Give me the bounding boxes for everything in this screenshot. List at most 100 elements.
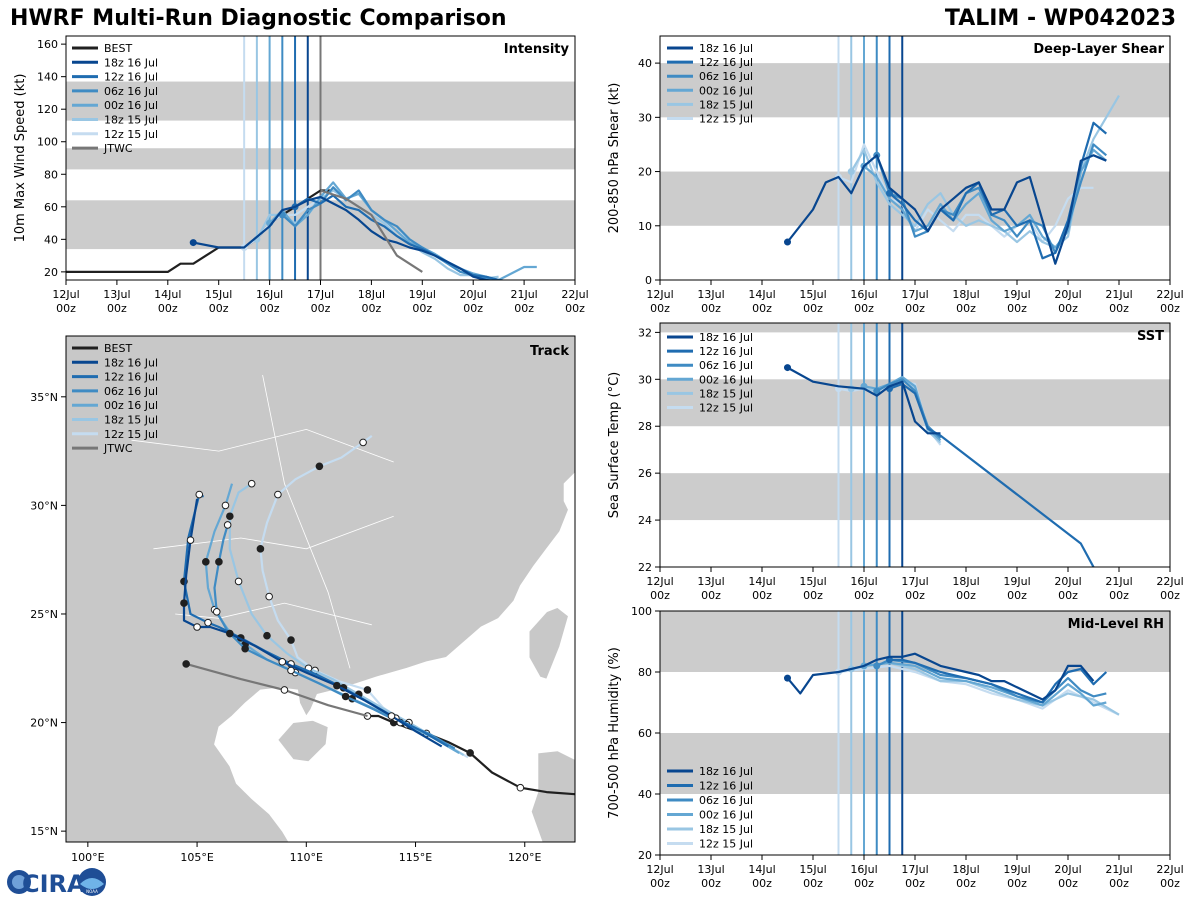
track-position-marker [265, 592, 273, 601]
y-axis-label: Sea Surface Temp (°C) [607, 372, 622, 519]
x-tick-label: 00z [1109, 302, 1129, 315]
legend-label: JTWC [103, 142, 133, 155]
x-tick-label: 17Jul [901, 575, 928, 588]
x-tick-label: 00z [803, 302, 823, 315]
noaa-seal-text: NOAA [86, 889, 98, 894]
legend-label: 18z 15 Jul [104, 414, 158, 427]
x-tick-label: 00z [854, 302, 874, 315]
series-line-18z-16-jul [786, 366, 941, 435]
lat-tick-label: 30°N [30, 499, 58, 512]
cira-logo: CIRA NOAA [4, 866, 108, 898]
x-tick-label: 16Jul [850, 863, 877, 876]
legend-label: 12z 15 Jul [104, 128, 158, 141]
x-tick-label: 22Jul [1156, 288, 1183, 301]
x-tick-label: 00z [1109, 877, 1129, 890]
x-tick-label: 20Jul [1054, 288, 1081, 301]
x-tick-label: 00z [803, 589, 823, 602]
legend-label: 18z 16 Jul [104, 56, 158, 69]
sst-plot-area [660, 323, 1170, 567]
series-line-12z-15-jul [838, 664, 1120, 716]
y-tick-label: 80 [638, 666, 652, 679]
panel-title: SST [1137, 329, 1164, 344]
panel-title: Deep-Layer Shear [1033, 42, 1164, 57]
x-tick-label: 00z [905, 302, 925, 315]
x-tick-label: 19Jul [1003, 575, 1030, 588]
track-position-marker [247, 479, 256, 488]
x-tick-label: 20Jul [460, 288, 487, 301]
legend-label: 18z 15 Jul [699, 387, 753, 400]
y-tick-label: 40 [638, 788, 652, 801]
x-tick-label: 00z [514, 302, 534, 315]
track-line-12z-15-jul [259, 435, 469, 759]
x-tick-label: 00z [701, 302, 721, 315]
land-luzon [530, 750, 575, 842]
track-position-marker [226, 512, 234, 521]
series-line-12z-15-jul [838, 143, 1094, 244]
series-line-18z-16-jul [193, 195, 495, 280]
track-position-marker [241, 644, 249, 653]
x-tick-label: 00z [854, 877, 874, 890]
x-tick-label: 00z [650, 589, 670, 602]
legend-label: 18z 15 Jul [699, 98, 753, 111]
track-map-area [66, 336, 575, 842]
x-tick-label: 00z [650, 877, 670, 890]
x-tick-label: 17Jul [901, 863, 928, 876]
legend-label: 06z 16 Jul [699, 359, 753, 372]
x-tick-label: 00z [56, 302, 76, 315]
track-position-marker [202, 558, 210, 566]
x-tick-label: 14Jul [748, 863, 775, 876]
track-position-marker [223, 521, 232, 529]
shading-band [660, 473, 1170, 521]
y-tick-label: 28 [638, 420, 652, 433]
x-tick-label: 00z [905, 877, 925, 890]
x-tick-label: 12Jul [52, 288, 79, 301]
y-tick-label: 20 [44, 266, 58, 279]
x-tick-label: 18Jul [952, 863, 979, 876]
y-tick-label: 40 [44, 233, 58, 246]
x-tick-label: 15Jul [205, 288, 232, 301]
legend-label: 00z 16 Jul [104, 99, 158, 112]
x-tick-label: 21Jul [1105, 288, 1132, 301]
x-tick-label: 00z [1058, 302, 1078, 315]
legend-label: 12z 16 Jul [104, 71, 158, 84]
x-tick-label: 15Jul [799, 575, 826, 588]
series-line-12z-16-jul [294, 194, 508, 280]
x-tick-label: 14Jul [748, 575, 775, 588]
track-position-marker [195, 490, 204, 499]
track-position-marker [363, 686, 372, 694]
track-position-marker [212, 608, 221, 616]
x-tick-label: 00z [158, 302, 178, 315]
y-tick-label: 10 [638, 220, 652, 233]
track-position-marker [193, 623, 201, 631]
x-tick-label: 15Jul [799, 288, 826, 301]
x-tick-label: 19Jul [1003, 863, 1030, 876]
shear-plot-area [660, 36, 1170, 280]
x-tick-label: 00z [209, 302, 229, 315]
shading-band [660, 323, 1170, 333]
legend-label: 00z 16 Jul [699, 373, 753, 386]
legend-label: 18z 16 Jul [699, 42, 753, 55]
lat-tick-label: 35°N [30, 391, 58, 404]
legend-label: 12z 16 Jul [104, 371, 158, 384]
x-tick-label: 14Jul [154, 288, 181, 301]
track-position-marker [204, 618, 212, 627]
x-tick-label: 00z [107, 302, 127, 315]
x-tick-label: 00z [1109, 589, 1129, 602]
track-position-marker [186, 536, 195, 544]
globe-inner-icon [12, 875, 26, 889]
legend-label: 06z 16 Jul [699, 794, 753, 807]
x-tick-label: 22Jul [561, 288, 588, 301]
track-position-marker [466, 749, 474, 757]
track-frame [65, 335, 576, 843]
legend-label: BEST [104, 342, 132, 355]
lat-tick-label: 25°N [30, 608, 58, 621]
x-tick-label: 00z [565, 302, 585, 315]
x-tick-label: 00z [650, 302, 670, 315]
y-tick-label: 140 [37, 71, 58, 84]
logo-text: CIRA [22, 870, 86, 898]
y-tick-label: 24 [638, 514, 652, 527]
legend-label: 06z 16 Jul [104, 385, 158, 398]
series-line-00z-16-jul [863, 661, 1107, 707]
lon-tick-label: 110°E [290, 851, 323, 864]
init-point-marker [873, 662, 881, 670]
